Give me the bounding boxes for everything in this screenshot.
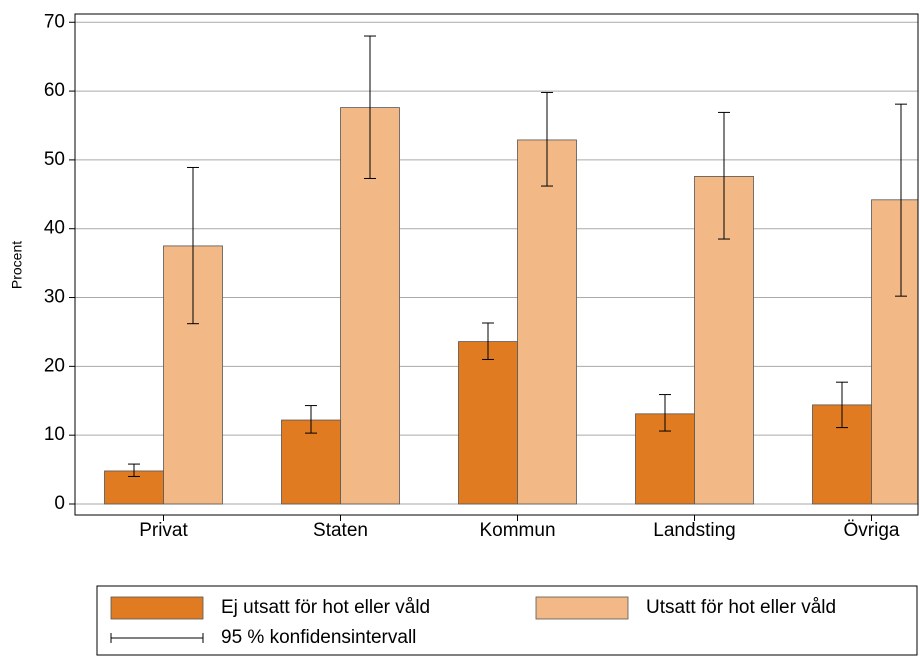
bar <box>871 199 918 505</box>
legend-swatch <box>535 596 629 620</box>
x-tick-label: Övriga <box>844 520 900 541</box>
plot-frame <box>74 13 919 516</box>
y-tick-label: 70 <box>44 11 65 32</box>
error-bar <box>718 111 730 240</box>
error-bar <box>895 103 907 297</box>
y-tick-label: 0 <box>54 493 65 514</box>
error-bar <box>659 394 671 432</box>
legend-swatch <box>110 596 204 620</box>
plot-area <box>75 21 918 505</box>
bar <box>281 419 341 505</box>
legend-label: Utsatt för hot eller våld <box>646 597 836 618</box>
y-tick-label: 20 <box>44 355 65 376</box>
error-bar <box>364 35 376 179</box>
error-bar <box>128 463 140 477</box>
error-bar <box>836 381 848 429</box>
y-tick-label: 10 <box>44 424 65 445</box>
error-bar <box>305 405 317 434</box>
x-tick-label: Kommun <box>479 520 555 541</box>
y-tick-label: 60 <box>44 80 65 101</box>
bar <box>458 341 518 505</box>
y-tick-label: 50 <box>44 149 65 170</box>
error-bar <box>187 166 199 325</box>
y-tick-label: 30 <box>44 287 65 308</box>
legend <box>96 585 918 656</box>
error-bar <box>482 322 494 360</box>
y-axis-label: Procent <box>9 241 25 289</box>
x-tick-label: Privat <box>139 520 188 541</box>
x-tick-label: Landsting <box>653 520 735 541</box>
x-tick-label: Staten <box>313 520 368 541</box>
error-bar <box>541 91 553 187</box>
legend-label: 95 % konfidensintervall <box>221 627 416 648</box>
bar <box>517 139 577 505</box>
legend-label: Ej utsatt för hot eller våld <box>221 597 430 618</box>
y-tick-label: 40 <box>44 218 65 239</box>
